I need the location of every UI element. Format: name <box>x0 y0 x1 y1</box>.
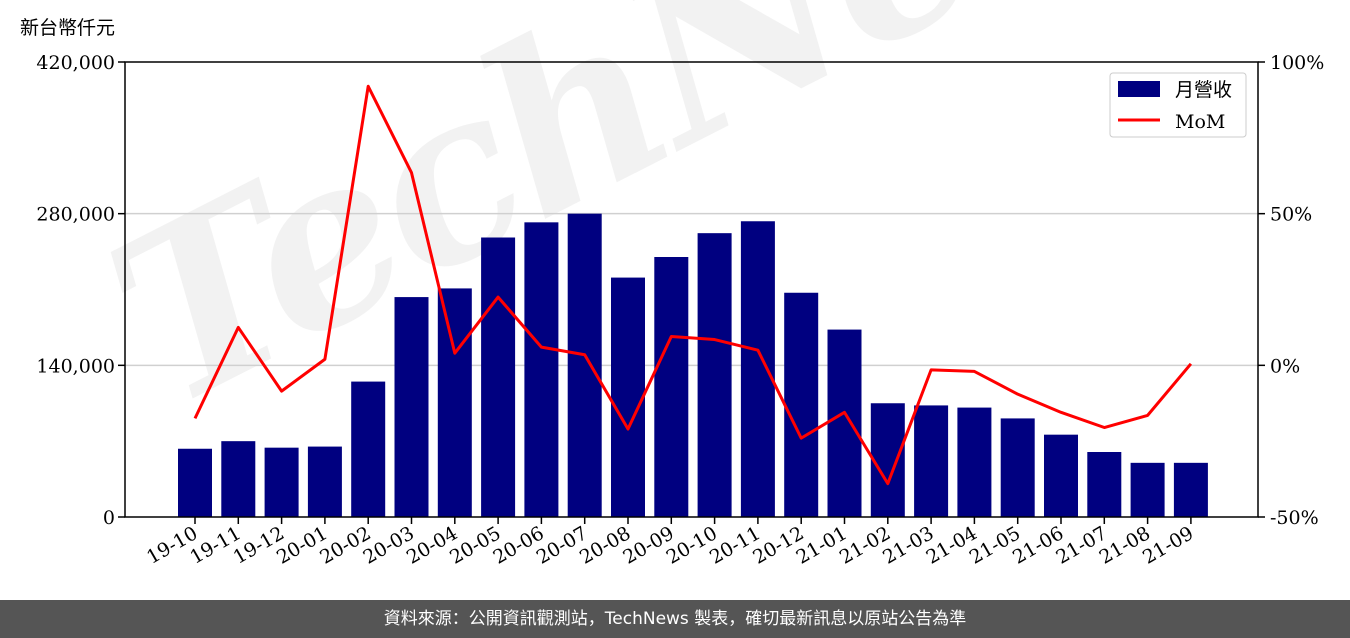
legend-label-line: MoM <box>1175 111 1225 133</box>
bar <box>827 329 862 517</box>
x-tick-label: 21-09 <box>1139 522 1197 568</box>
y-left-unit-label: 新台幣仟元 <box>20 17 115 39</box>
bar <box>351 381 386 517</box>
legend-swatch-bar <box>1118 81 1160 97</box>
bar <box>870 403 905 517</box>
bar <box>221 441 256 517</box>
bar <box>1173 462 1208 517</box>
bar <box>740 221 775 517</box>
y-left-tick-label: 280,000 <box>36 204 115 226</box>
y-right-tick-label: -50% <box>1270 507 1319 529</box>
bar <box>481 237 516 517</box>
bar <box>1087 452 1122 517</box>
bar <box>178 448 212 517</box>
chart: TechNews 新台幣仟元 0140,000280,000420,000-50… <box>20 0 1324 569</box>
bar <box>1000 418 1035 517</box>
grid <box>125 212 1258 367</box>
y-right-tick-label: 0% <box>1270 355 1300 377</box>
y-left-tick-label: 0 <box>103 507 115 529</box>
bar <box>784 292 819 517</box>
bar <box>307 446 342 517</box>
bar <box>697 233 732 517</box>
y-left-tick-label: 420,000 <box>36 52 115 74</box>
y-right-tick-label: 50% <box>1270 204 1312 226</box>
bar <box>264 447 299 517</box>
bar <box>437 288 472 517</box>
bar <box>394 297 429 517</box>
bar <box>524 222 559 518</box>
plot-frame <box>124 61 1259 518</box>
legend-label-bar: 月營收 <box>1175 79 1232 101</box>
bar <box>1044 434 1078 517</box>
bar-series <box>178 213 1208 518</box>
bar <box>1130 462 1165 517</box>
bar <box>567 213 602 517</box>
bar <box>654 257 689 517</box>
bar <box>611 277 645 517</box>
bar <box>914 405 949 517</box>
y-left-tick-label: 140,000 <box>36 355 115 377</box>
mom-line <box>193 84 1193 486</box>
line-series <box>193 84 1193 486</box>
bar <box>957 407 992 517</box>
y-right-tick-label: 100% <box>1270 52 1324 74</box>
source-footer: 資料來源：公開資訊觀測站，TechNews 製表，確切最新訊息以原站公告為準 <box>0 600 1350 638</box>
legend: 月營收 MoM <box>1109 72 1247 138</box>
